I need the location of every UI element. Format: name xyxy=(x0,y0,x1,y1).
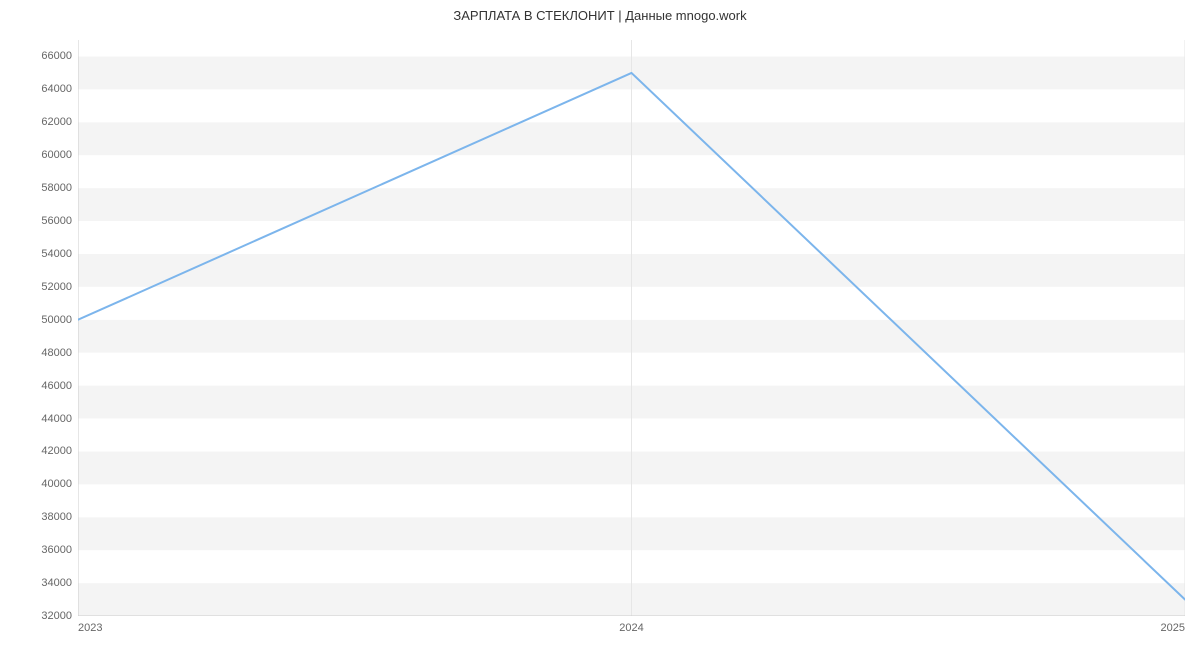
salary-line-chart: ЗАРПЛАТА В СТЕКЛОНИТ | Данные mnogo.work… xyxy=(0,0,1200,650)
y-tick-label: 32000 xyxy=(41,610,78,622)
y-tick-label: 60000 xyxy=(41,149,78,161)
chart-svg xyxy=(78,40,1185,616)
y-tick-label: 64000 xyxy=(41,83,78,95)
y-tick-label: 50000 xyxy=(41,314,78,326)
y-tick-label: 48000 xyxy=(41,347,78,359)
y-tick-label: 56000 xyxy=(41,215,78,227)
y-tick-label: 44000 xyxy=(41,413,78,425)
y-tick-label: 66000 xyxy=(41,50,78,62)
y-tick-label: 34000 xyxy=(41,577,78,589)
y-tick-label: 52000 xyxy=(41,281,78,293)
y-tick-label: 42000 xyxy=(41,445,78,457)
x-tick-label: 2024 xyxy=(619,616,643,634)
y-tick-label: 46000 xyxy=(41,380,78,392)
y-tick-label: 36000 xyxy=(41,544,78,556)
y-tick-label: 38000 xyxy=(41,511,78,523)
y-tick-label: 54000 xyxy=(41,248,78,260)
chart-title: ЗАРПЛАТА В СТЕКЛОНИТ | Данные mnogo.work xyxy=(0,8,1200,23)
x-tick-label: 2023 xyxy=(78,616,102,634)
y-tick-label: 40000 xyxy=(41,478,78,490)
y-tick-label: 62000 xyxy=(41,116,78,128)
plot-area: 3200034000360003800040000420004400046000… xyxy=(78,40,1185,616)
y-tick-label: 58000 xyxy=(41,182,78,194)
x-tick-label: 2025 xyxy=(1161,616,1185,634)
